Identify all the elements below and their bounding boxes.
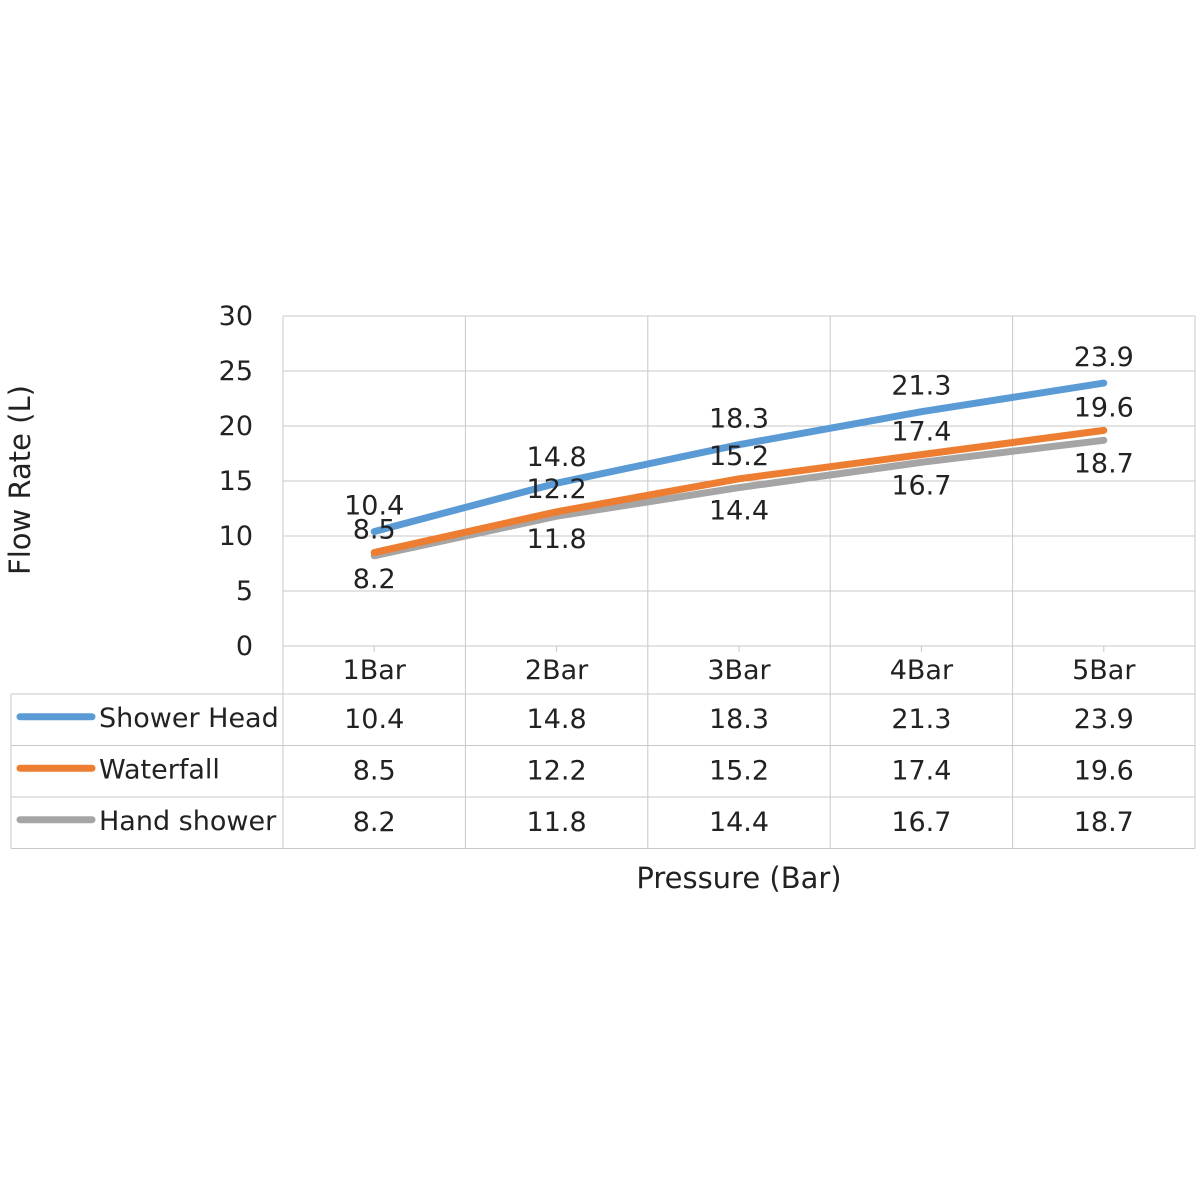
x-tick-label: 5Bar (1072, 655, 1136, 686)
series-line (370, 426, 1108, 556)
table-cell: 23.9 (1074, 704, 1134, 735)
legend-label: Hand shower (99, 806, 277, 837)
data-label: 14.8 (527, 442, 587, 473)
y-tick-label: 0 (236, 631, 253, 662)
data-table: 1Bar 2Bar 3Bar 4Bar 5Bar Shower Head 10.4 14.8 1… (10, 655, 1195, 849)
data-label: 23.9 (1074, 342, 1134, 373)
table-cell: 15.2 (709, 755, 769, 786)
x-tick-label: 1Bar (343, 655, 407, 686)
data-label: 16.7 (891, 470, 951, 501)
data-labels: 10.4 14.8 18.3 21.3 23.9 8.5 12.2 15.2 17.4 19.6 8… (344, 342, 1134, 595)
data-label: 10.4 (344, 491, 404, 522)
table-cell: 10.4 (344, 704, 404, 735)
table-cell: 16.7 (891, 807, 951, 838)
data-label: 11.8 (527, 524, 587, 555)
data-label: 18.3 (709, 404, 769, 435)
data-label: 8.5 (353, 515, 396, 546)
series-line (370, 436, 1108, 560)
data-label: 14.4 (709, 496, 769, 527)
legend-label: Shower Head (99, 703, 279, 734)
legend-label: Waterfall (99, 754, 220, 785)
x-tick-label: 2Bar (525, 655, 589, 686)
x-tick-label: 3Bar (707, 655, 771, 686)
data-label: 18.7 (1074, 448, 1134, 479)
table-cell: 19.6 (1074, 755, 1134, 786)
table-cell: 17.4 (891, 755, 951, 786)
table-cell: 18.3 (709, 704, 769, 735)
y-tick-label: 20 (219, 411, 253, 442)
table-cell: 18.7 (1074, 807, 1134, 838)
y-axis-ticks: 0 5 10 15 20 25 30 (219, 301, 253, 662)
series-line (370, 379, 1108, 536)
x-tick-label: 4Bar (890, 655, 954, 686)
x-axis-title: Pressure (Bar) (636, 861, 841, 895)
y-tick-label: 10 (219, 521, 253, 552)
data-label: 21.3 (891, 371, 951, 402)
y-tick-label: 15 (219, 466, 253, 497)
table-cell: 21.3 (891, 704, 951, 735)
table-cell: 11.8 (527, 807, 587, 838)
data-label: 15.2 (709, 441, 769, 472)
data-label: 17.4 (891, 417, 951, 448)
table-cell: 8.2 (353, 807, 396, 838)
series-lines (370, 379, 1108, 560)
y-tick-label: 25 (219, 356, 253, 387)
table-cell: 12.2 (527, 755, 587, 786)
y-tick-label: 5 (236, 576, 253, 607)
data-label: 8.2 (353, 564, 396, 595)
table-cell: 8.5 (353, 755, 396, 786)
table-cell: 14.8 (527, 704, 587, 735)
table-cell: 14.4 (709, 807, 769, 838)
data-label: 12.2 (527, 474, 587, 505)
data-label: 19.6 (1074, 392, 1134, 423)
y-tick-label: 30 (219, 301, 253, 332)
y-axis-title: Flow Rate (L) (3, 385, 37, 575)
